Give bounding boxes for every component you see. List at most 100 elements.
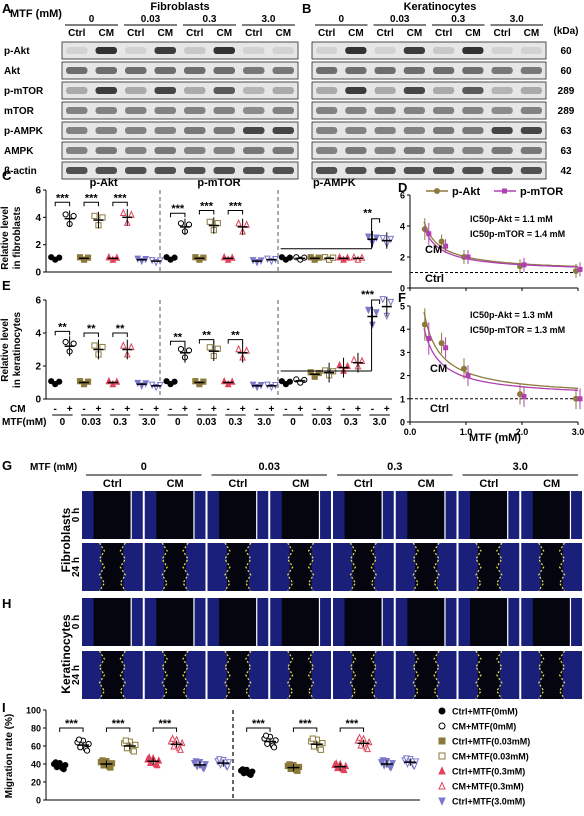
legend-label: Ctrl+MTF(3.0mM) xyxy=(452,797,525,807)
fit-curve xyxy=(423,311,579,389)
wound-edge-dashed xyxy=(182,542,189,592)
ic50-akt: IC50p-Akt = 1.1 mM xyxy=(470,214,553,224)
micro-dose-label: 0.03 xyxy=(259,461,280,473)
blot-condition-label: Ctrl xyxy=(68,28,85,39)
blot-band xyxy=(433,167,455,174)
blot-band xyxy=(66,87,88,94)
blot-band xyxy=(95,87,117,94)
data-point xyxy=(235,218,243,227)
blot-kda-value: 289 xyxy=(558,106,575,117)
data-point xyxy=(84,378,92,385)
blot-condition-label: CM xyxy=(465,28,481,39)
cm-sign: + xyxy=(355,404,361,415)
scratch-gap xyxy=(164,543,187,591)
scratch-gap xyxy=(156,598,194,646)
blot-dose-label: 0.03 xyxy=(141,14,161,25)
data-point xyxy=(75,736,83,743)
data-point xyxy=(56,378,63,385)
blot-band xyxy=(403,87,425,94)
data-point xyxy=(286,761,293,768)
significance-label: *** xyxy=(65,718,79,730)
data-point xyxy=(443,243,449,249)
micro-dose-label: 0 xyxy=(141,461,147,473)
scratch-gap xyxy=(470,598,508,646)
x-tick-label: 2.0 xyxy=(516,427,529,437)
data-point xyxy=(239,766,246,773)
data-point xyxy=(350,355,358,363)
blot-band xyxy=(491,87,513,94)
wound-edge-dashed xyxy=(161,650,168,700)
y-tick-label: 1 xyxy=(400,394,405,404)
data-point xyxy=(379,296,387,304)
blot-band xyxy=(345,87,367,94)
blot-strip xyxy=(61,61,299,80)
data-point xyxy=(344,253,351,261)
blot-band xyxy=(154,47,176,54)
blot-band xyxy=(243,167,265,174)
dose-label: 0.03 xyxy=(312,417,332,428)
data-point xyxy=(132,741,139,749)
blot-band xyxy=(213,127,235,134)
data-point xyxy=(465,254,471,260)
blot-band xyxy=(316,107,338,114)
significance-label: *** xyxy=(158,718,172,730)
y-tick-label: 6 xyxy=(35,186,41,197)
blot-band xyxy=(184,67,206,74)
cm-sign: + xyxy=(269,404,275,415)
legend-marker xyxy=(434,188,440,194)
data-point xyxy=(410,762,418,771)
blot-band xyxy=(374,67,396,74)
blot-band xyxy=(462,147,484,154)
wound-edge-dashed xyxy=(286,542,294,592)
significance-bracket xyxy=(54,201,71,207)
blot-band xyxy=(345,47,367,54)
scratch-gap xyxy=(344,491,383,539)
blot-dose-label: 0.3 xyxy=(451,14,465,25)
blot-band xyxy=(316,167,338,174)
wound-edge-dashed xyxy=(537,542,545,592)
blot-band xyxy=(433,47,455,54)
blot-kda-value: 60 xyxy=(560,66,572,77)
scratch-gap xyxy=(226,651,249,699)
dose-label: 0.3 xyxy=(113,417,127,428)
blot-strip xyxy=(311,161,547,180)
data-point xyxy=(438,340,445,347)
e-ylabel-2: in keratinocytes xyxy=(12,311,23,388)
significance-label: *** xyxy=(112,718,126,730)
blot-mtf-label: MTF (mM) xyxy=(10,8,62,20)
significance-label: *** xyxy=(229,201,243,213)
wound-edge-dashed xyxy=(537,650,545,700)
blot-band xyxy=(374,47,396,54)
fit-curve xyxy=(423,227,579,268)
significance-bracket xyxy=(198,210,215,215)
blot-band xyxy=(154,87,176,94)
wound-edge-dashed xyxy=(370,650,378,700)
blot-protein-label: AMPK xyxy=(4,146,34,157)
blot-band xyxy=(462,107,484,114)
data-point xyxy=(62,338,69,346)
blot-dose-label: 3.0 xyxy=(510,14,524,25)
blot-strip xyxy=(61,101,299,120)
y-tick-label: 0 xyxy=(400,418,405,428)
blot-band xyxy=(520,127,542,134)
scratch-gap xyxy=(226,543,249,591)
blot-band xyxy=(95,107,117,114)
dose-label: 3.0 xyxy=(373,417,387,428)
significance-label: ** xyxy=(202,330,211,342)
x-tick-label: 1.0 xyxy=(460,427,473,437)
blot-band xyxy=(213,167,235,174)
blot-protein-label: p-Akt xyxy=(4,46,30,57)
data-point xyxy=(145,753,153,761)
blot-band xyxy=(491,167,513,174)
data-point xyxy=(52,759,59,766)
blot-dose-label: 3.0 xyxy=(262,14,276,25)
wound-edge-dashed xyxy=(433,650,440,700)
subplot-title: p-mTOR xyxy=(197,177,240,189)
scratch-gap xyxy=(219,598,257,646)
significance-bracket xyxy=(227,210,244,215)
data-point xyxy=(262,732,270,739)
significance-label: *** xyxy=(200,201,214,213)
fit-curve xyxy=(423,328,579,391)
blot-dose-label: 0 xyxy=(338,14,344,25)
blot-dose-label: 0.3 xyxy=(203,14,217,25)
